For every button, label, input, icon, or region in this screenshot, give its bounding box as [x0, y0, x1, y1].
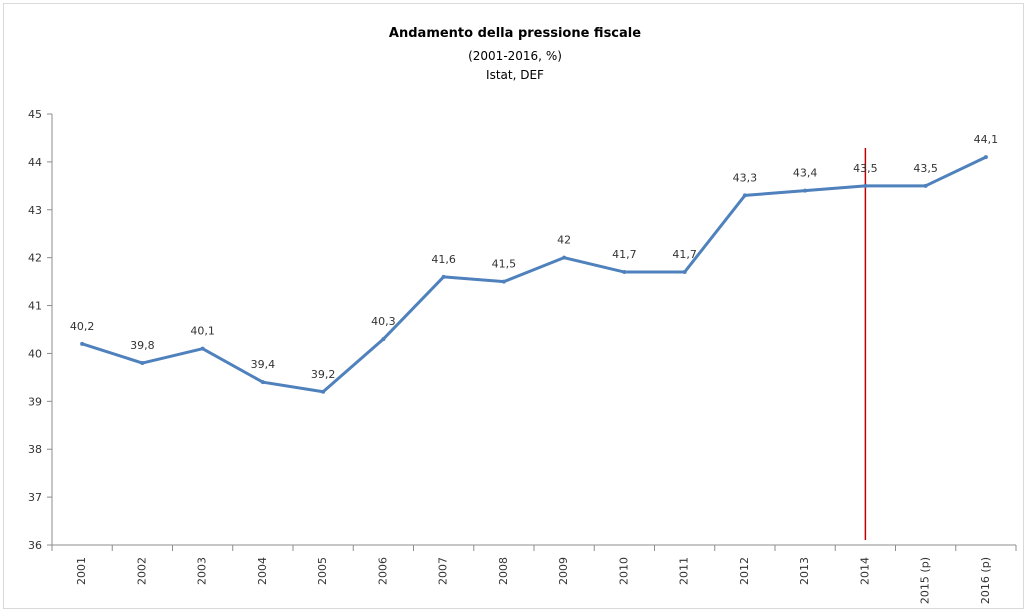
- series-group: [80, 155, 988, 394]
- x-tick-label: 2006: [376, 557, 389, 585]
- data-point: [742, 193, 747, 198]
- chart-subtitle: (2001-2016, %): [468, 49, 562, 63]
- data-point: [80, 341, 85, 346]
- chart-frame: Andamento della pressione fiscale (2001-…: [3, 3, 1024, 609]
- x-tick-label: 2003: [196, 557, 209, 585]
- data-label: 39,8: [130, 339, 155, 352]
- data-label: 41,6: [431, 253, 456, 266]
- data-point: [622, 270, 627, 275]
- y-tick-label: 45: [28, 108, 42, 121]
- x-tick-label: 2005: [316, 557, 329, 585]
- data-point: [441, 274, 446, 279]
- data-label: 43,5: [853, 162, 878, 175]
- y-tick-label: 41: [28, 300, 42, 313]
- y-tick-label: 39: [28, 395, 42, 408]
- x-tick-label: 2015 (p): [919, 557, 932, 604]
- x-tick-label: 2016 (p): [979, 557, 992, 604]
- data-label: 42: [557, 234, 571, 247]
- data-point: [923, 183, 928, 188]
- data-label: 40,2: [70, 320, 95, 333]
- axes: 36 37 38 39 40 41 42 43 44 45 2001 2002 2003 2004 2005…: [28, 108, 1017, 604]
- data-point: [321, 389, 326, 394]
- x-tick-label: 2010: [617, 557, 630, 585]
- chart-source: Istat, DEF: [486, 68, 544, 82]
- y-tick-label: 44: [28, 156, 42, 169]
- data-labels: 40,2 39,8 40,1 39,4 39,2 40,3 41,6 41,5 42 41,7 41…: [70, 133, 998, 381]
- data-point: [863, 183, 868, 188]
- data-point: [501, 279, 506, 284]
- x-tick-label: 2001: [75, 557, 88, 585]
- line-chart: Andamento della pressione fiscale (2001-…: [28, 26, 1017, 604]
- x-tick-label: 2002: [135, 557, 148, 585]
- x-tick-label: 2011: [678, 557, 691, 585]
- series-line: [81, 155, 987, 394]
- data-label: 40,1: [190, 325, 215, 338]
- y-tick-label: 37: [28, 491, 42, 504]
- data-label: 41,7: [672, 248, 697, 261]
- data-label: 41,5: [492, 258, 517, 271]
- data-point: [140, 361, 145, 366]
- data-point: [803, 188, 808, 193]
- data-point: [200, 346, 205, 351]
- data-point: [562, 255, 567, 260]
- data-label: 44,1: [974, 133, 999, 146]
- data-point: [260, 380, 265, 385]
- y-tick-label: 38: [28, 443, 42, 456]
- x-tick-label: 2004: [256, 557, 269, 585]
- data-point: [381, 337, 386, 342]
- data-label: 39,2: [311, 368, 336, 381]
- data-label: 43,4: [793, 167, 818, 180]
- data-point: [682, 270, 687, 275]
- chart-title: Andamento della pressione fiscale: [389, 26, 641, 41]
- y-tick-label: 42: [28, 252, 42, 265]
- data-label: 43,3: [733, 171, 758, 184]
- data-label: 41,7: [612, 248, 637, 261]
- data-label: 40,3: [371, 315, 396, 328]
- x-tick-label: 2013: [798, 557, 811, 585]
- data-point: [983, 155, 988, 160]
- y-tick-label: 43: [28, 204, 42, 217]
- y-tick-label: 40: [28, 347, 42, 360]
- x-tick-label: 2012: [738, 557, 751, 585]
- x-tick-label: 2009: [557, 557, 570, 585]
- x-tick-label: 2008: [497, 557, 510, 585]
- data-label: 43,5: [913, 162, 938, 175]
- data-label: 39,4: [251, 358, 276, 371]
- y-tick-label: 36: [28, 539, 42, 552]
- x-tick-label: 2007: [437, 557, 450, 585]
- x-tick-label: 2014: [858, 557, 871, 585]
